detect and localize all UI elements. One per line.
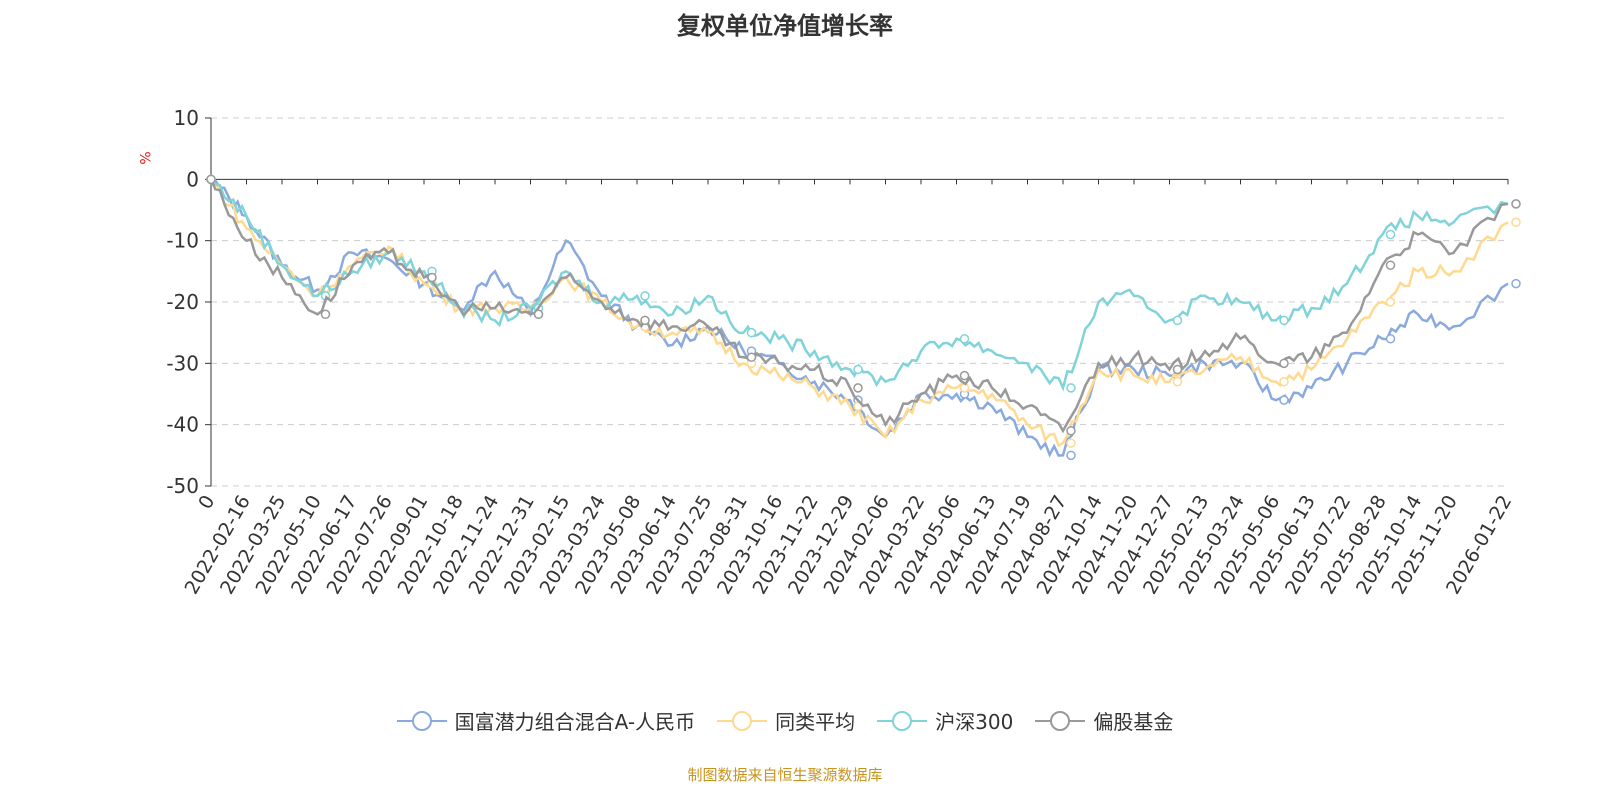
- legend-item[interactable]: 偏股基金: [1035, 706, 1173, 735]
- legend-line-circle-icon: [717, 710, 768, 731]
- data-point: [1066, 438, 1076, 448]
- data-point: [1385, 229, 1396, 240]
- data-point: [1066, 383, 1076, 393]
- data-point: [427, 272, 437, 283]
- y-tick-label: -10: [166, 229, 199, 253]
- data-point: [640, 315, 650, 326]
- data-point: [1511, 199, 1521, 209]
- data-point: [1511, 217, 1521, 228]
- legend-item[interactable]: 同类平均: [717, 706, 855, 735]
- data-point: [533, 309, 544, 320]
- y-tick-label: -30: [166, 351, 199, 375]
- legend: 国富潜力组合混合A-人民币 同类平均 沪深300 偏股基金: [0, 706, 1570, 735]
- data-point: [746, 352, 757, 362]
- data-point: [746, 327, 757, 338]
- y-tick-label: 10: [174, 106, 199, 130]
- legend-label: 沪深300: [935, 710, 1014, 734]
- x-tick-label: 0: [194, 492, 219, 513]
- source-footer: 制图数据来自恒生聚源数据库: [687, 766, 883, 784]
- data-point: [1279, 395, 1289, 405]
- data-point: [1385, 297, 1396, 307]
- legend-label: 偏股基金: [1093, 710, 1174, 734]
- data-point: [1279, 376, 1289, 387]
- y-tick-label: -20: [166, 290, 199, 314]
- chart-title: 复权单位净值增长率: [677, 12, 893, 40]
- legend-line-circle-icon: [877, 710, 928, 731]
- data-point: [853, 364, 863, 375]
- legend-line-circle-icon: [396, 710, 447, 731]
- legend-item[interactable]: 沪深300: [877, 706, 1013, 735]
- data-point: [1172, 376, 1183, 387]
- legend-label: 同类平均: [775, 710, 856, 734]
- data-point: [853, 383, 863, 393]
- series-line-2: [210, 178, 1509, 392]
- data-point: [1172, 315, 1183, 326]
- legend-line-circle-icon: [1035, 710, 1086, 731]
- line-chart: 100-10-20-30-40-5002022-02-162022-03-252…: [166, 106, 1521, 598]
- data-point: [1066, 426, 1076, 436]
- y-tick-label: 0: [186, 167, 199, 191]
- y-tick-label: -40: [166, 413, 199, 437]
- data-point: [1066, 450, 1076, 461]
- data-point: [1279, 358, 1289, 369]
- data-point: [206, 174, 216, 185]
- data-point: [959, 370, 970, 381]
- data-point: [640, 291, 650, 301]
- series-line-3: [209, 178, 1509, 434]
- data-point: [1385, 260, 1396, 270]
- data-point: [320, 309, 331, 320]
- legend-item[interactable]: 国富潜力组合混合A-人民币: [396, 706, 696, 735]
- series-line-1: [210, 178, 1509, 448]
- data-point: [1172, 364, 1183, 375]
- data-point: [1511, 278, 1521, 289]
- y-tick-label: -50: [166, 474, 199, 498]
- data-point: [1279, 315, 1289, 326]
- data-point: [959, 334, 970, 344]
- data-point: [959, 383, 970, 393]
- data-point: [1385, 334, 1396, 344]
- legend-label: 国富潜力组合混合A-人民币: [454, 710, 696, 734]
